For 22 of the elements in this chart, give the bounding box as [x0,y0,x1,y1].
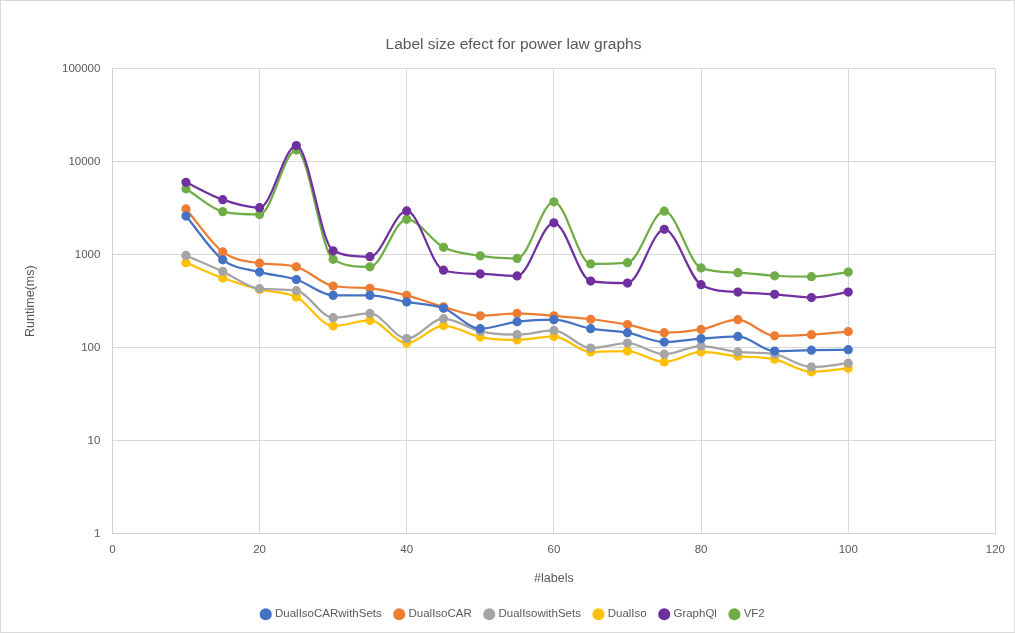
x-tick-label: 0 [109,542,116,555]
y-tick-label: 1000 [74,247,101,260]
x-tick-label: 80 [694,542,708,555]
legend-label: DualIso [607,607,647,620]
y-tick-label: 10000 [68,154,101,167]
legend-label: VF2 [743,607,765,620]
x-tick-label: 100 [838,542,858,555]
x-axis-title: #labels [534,571,574,586]
x-tick-label: 120 [985,542,1005,555]
x-tick-label: 20 [253,542,266,555]
x-tick-label: 60 [547,542,561,555]
y-tick-label: 1 [93,526,101,539]
y-tick-label: 100 [81,340,101,353]
y-tick-label: 10 [87,433,101,446]
legend-label: DualIsowithSets [498,607,582,620]
chart-title: Label size efect for power law graphs [385,34,642,52]
legend-label: GraphQl [673,607,717,620]
legend-label: DualIsoCAR [408,607,472,620]
x-tick-label: 40 [400,542,414,555]
y-tick-label: 100000 [62,61,101,74]
legend-label: DualIsoCARwithSets [275,607,382,620]
y-axis-title: Runtime(ms) [22,265,37,337]
